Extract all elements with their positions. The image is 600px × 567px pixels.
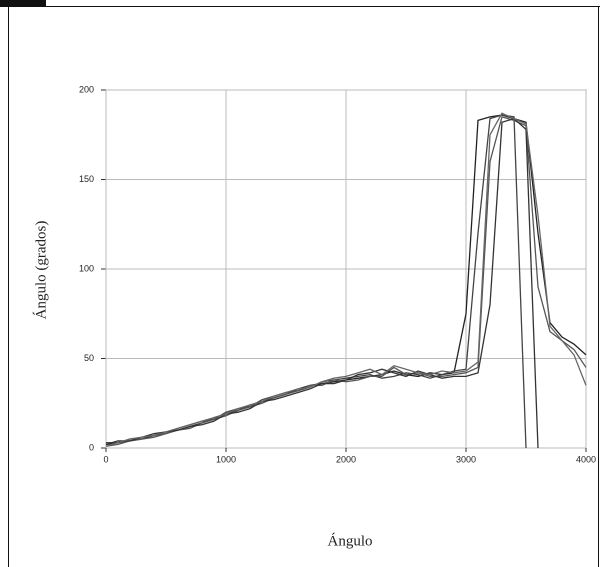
x-tick-label: 0 [103,454,108,464]
y-tick-label: 100 [79,263,94,273]
x-axis-label: Ángulo [328,532,373,549]
line-series [105,117,539,449]
x-tick-label: 3000 [456,454,476,464]
line-series [105,112,587,447]
x-tick-label: 1000 [216,454,236,464]
y-tick-label: 50 [84,353,94,363]
corner-tab [0,0,46,7]
y-tick-label: 0 [89,442,94,452]
y-tick-label: 200 [79,84,94,94]
line-series [106,114,527,449]
line-series [105,116,587,447]
x-tick-label: 4000 [576,454,596,464]
x-tick-label: 2000 [336,454,356,464]
y-axis-label: Ángulo (grados) [32,221,49,320]
y-tick-label: 150 [79,174,94,184]
